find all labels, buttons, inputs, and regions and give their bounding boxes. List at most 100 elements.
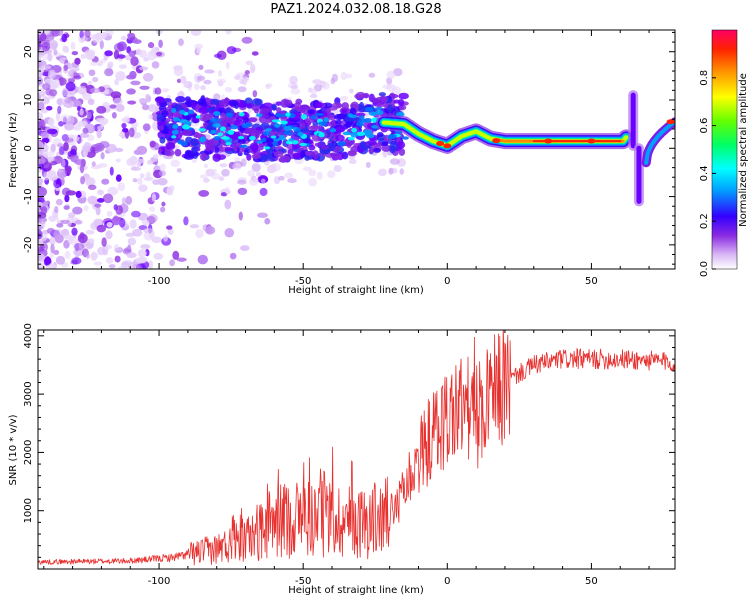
noise-blob (126, 88, 136, 95)
band-hot-blob (179, 109, 186, 115)
band-hot-blob (318, 132, 325, 138)
noise-blob (49, 215, 56, 223)
noise-blob (287, 178, 297, 184)
spectrogram-band (154, 91, 413, 163)
noise-blob (115, 70, 126, 81)
band-hot-blob (300, 114, 308, 120)
noise-blob (50, 243, 55, 254)
noise-blob (154, 87, 162, 95)
noise-blob (89, 61, 98, 66)
band-blob (376, 103, 384, 108)
band-hot-blob (249, 135, 256, 141)
band-hot-blob (221, 136, 230, 140)
band-hot-blob (351, 127, 358, 133)
band-blob (271, 103, 277, 110)
noise-blob (145, 93, 151, 99)
noise-blob (64, 46, 70, 53)
noise-blob (54, 205, 59, 214)
snr-series-line (38, 330, 675, 566)
y-tick-label: -10 (23, 188, 34, 204)
noise-blob (55, 255, 66, 265)
band-blob (300, 150, 306, 159)
band-hot-blob (256, 113, 263, 118)
noise-blob (40, 65, 51, 70)
band-hot-blob (366, 133, 375, 139)
noise-blob (158, 170, 167, 177)
band-blob (389, 142, 399, 151)
noise-blob (264, 218, 271, 225)
band-blob (368, 148, 375, 154)
noise-blob (125, 196, 133, 205)
noise-blob (114, 78, 119, 86)
noise-blob (138, 49, 148, 58)
band-hot-blob (195, 115, 201, 119)
band-hot-blob (275, 113, 282, 118)
band-hot-blob (185, 121, 192, 125)
band-hot-blob (299, 142, 308, 147)
band-blob (370, 97, 378, 104)
noise-blob (72, 206, 83, 215)
noise-blob (71, 227, 78, 236)
band-hot-blob (217, 132, 224, 137)
noise-blob (137, 177, 143, 185)
colorbar-tick-label: 0.2 (699, 213, 710, 229)
noise-blob (92, 33, 103, 44)
noise-blob (388, 167, 394, 175)
noise-blob (114, 255, 121, 263)
band-hot-blob (363, 129, 373, 135)
band-hot-blob (368, 111, 377, 116)
noise-blob (241, 36, 253, 44)
band-blob (343, 142, 353, 147)
band-hot-blob (364, 106, 374, 112)
noise-blob (68, 134, 75, 139)
snr-background (38, 330, 675, 569)
band-hot-blob (271, 119, 281, 123)
noise-blob (38, 253, 46, 262)
noise-blob (129, 219, 137, 229)
band-blob (359, 140, 367, 150)
noise-blob (74, 159, 85, 165)
noise-blob (174, 145, 179, 151)
noise-blob (260, 178, 266, 184)
noise-blob (68, 77, 76, 84)
band-hot-blob (228, 129, 235, 135)
noise-blob (197, 254, 208, 265)
y-tick-label: 3000 (23, 381, 34, 406)
noise-blob (63, 141, 69, 152)
edge-arc-core (644, 119, 675, 165)
noise-blob (157, 177, 168, 186)
noise-blob (161, 201, 166, 207)
noise-blob (74, 86, 79, 93)
noise-blob (159, 163, 166, 171)
band-blob (249, 142, 259, 151)
band-blob (202, 121, 209, 127)
x-tick-label: -50 (295, 276, 311, 287)
noise-blob (92, 252, 99, 259)
band-blob (164, 149, 175, 157)
noise-blob (39, 87, 45, 96)
noise-blob (54, 30, 64, 37)
noise-blob (203, 177, 210, 183)
noise-blob (284, 172, 294, 179)
noise-blob (178, 38, 184, 47)
noise-blob (237, 86, 247, 93)
noise-blob (106, 210, 113, 217)
noise-blob (308, 177, 318, 187)
x-tick-label: -100 (148, 276, 171, 287)
band-blob (304, 155, 311, 161)
noise-blob (41, 96, 50, 105)
noise-blob (198, 64, 204, 70)
band-hot-blob (274, 123, 281, 128)
band-blob (297, 121, 306, 130)
noise-blob (80, 53, 87, 60)
noise-blob (127, 32, 136, 38)
noise-blob (160, 206, 166, 213)
band-hot-blob (256, 140, 263, 144)
noise-blob (55, 111, 61, 122)
band-hot-blob (265, 128, 273, 132)
noise-blob (110, 91, 122, 99)
band-blob (218, 99, 230, 107)
spectrogram-frame (37, 29, 676, 270)
noise-blob (104, 50, 113, 57)
band-blob (378, 92, 386, 97)
